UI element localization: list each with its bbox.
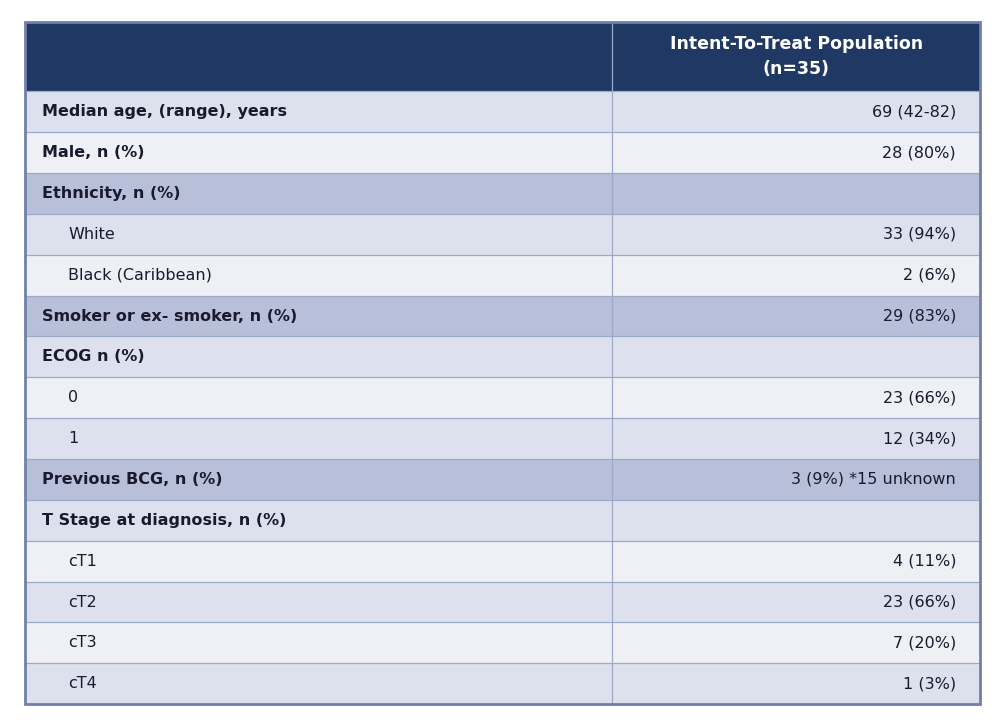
Bar [25,582,980,622]
Bar [25,418,980,459]
Text: Median age, (range), years: Median age, (range), years [42,105,287,119]
Text: White: White [68,227,115,242]
Text: 33 (94%): 33 (94%) [882,227,956,242]
Bar [25,22,980,91]
Text: 0: 0 [68,391,78,405]
Text: cT2: cT2 [68,595,96,610]
Bar [25,214,980,255]
Text: 23 (66%): 23 (66%) [882,595,956,610]
Bar [25,91,980,132]
Bar [25,500,980,541]
Bar [25,664,980,704]
Text: Black (Caribbean): Black (Caribbean) [68,268,212,282]
Text: 4 (11%): 4 (11%) [892,554,956,568]
Text: 69 (42-82): 69 (42-82) [871,105,956,119]
Bar [25,541,980,582]
Text: 1 (3%): 1 (3%) [902,677,956,691]
Text: Male, n (%): Male, n (%) [42,145,145,160]
Text: ECOG n (%): ECOG n (%) [42,349,145,364]
Text: 23 (66%): 23 (66%) [882,391,956,405]
Text: cT4: cT4 [68,677,96,691]
Text: T Stage at diagnosis, n (%): T Stage at diagnosis, n (%) [42,513,286,528]
Text: 28 (80%): 28 (80%) [882,145,956,160]
Text: Ethnicity, n (%): Ethnicity, n (%) [42,186,181,201]
Text: 12 (34%): 12 (34%) [882,431,956,446]
Bar [25,173,980,214]
Text: 29 (83%): 29 (83%) [882,309,956,324]
Text: 3 (9%) *15 unknown: 3 (9%) *15 unknown [791,472,956,487]
Text: 2 (6%): 2 (6%) [902,268,956,282]
Bar [25,459,980,500]
Bar [25,295,980,336]
Bar [25,622,980,664]
Text: Previous BCG, n (%): Previous BCG, n (%) [42,472,223,487]
Text: Smoker or ex- smoker, n (%): Smoker or ex- smoker, n (%) [42,309,297,324]
Bar [25,255,980,295]
Text: cT1: cT1 [68,554,96,568]
Bar [25,378,980,418]
Text: cT3: cT3 [68,635,96,650]
Bar [25,132,980,173]
Bar [25,336,980,378]
Text: 1: 1 [68,431,78,446]
Text: Intent-To-Treat Population
(n=35): Intent-To-Treat Population (n=35) [669,35,923,78]
Text: 7 (20%): 7 (20%) [892,635,956,650]
